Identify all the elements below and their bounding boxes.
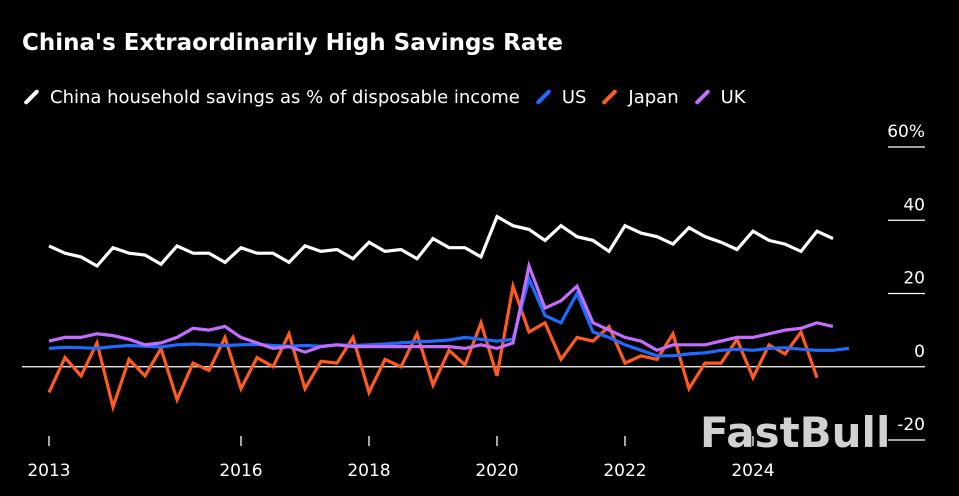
uk-series-line — [48, 260, 834, 354]
legend-label-uk: UK — [720, 86, 746, 108]
x-tick-label-2024: 2024 — [731, 461, 774, 481]
x-tick-label-2013: 2013 — [27, 461, 70, 481]
japan-series-line — [47, 279, 819, 413]
y-tick-label-0: 0 — [914, 342, 925, 362]
y-tick-label-20: 20 — [903, 269, 925, 289]
x-axis: 2013 2016 2018 2020 2022 2024 — [27, 436, 775, 481]
y-tick-label-40: 40 — [903, 195, 925, 215]
legend: China household savings as % of disposab… — [22, 84, 760, 110]
chart-title: China's Extraordinarily High Savings Rat… — [22, 30, 563, 56]
legend-item-china: China household savings as % of disposab… — [22, 87, 520, 108]
us-series-line — [48, 274, 850, 358]
x-tick-label-2016: 2016 — [219, 461, 262, 481]
legend-label-china: China household savings as % of disposab… — [50, 86, 520, 108]
legend-item-us: US — [534, 86, 587, 108]
legend-item-japan: Japan — [600, 86, 679, 108]
x-tick-label-2022: 2022 — [603, 461, 646, 481]
china-series-line — [48, 214, 834, 269]
x-tick-label-2020: 2020 — [475, 461, 518, 481]
legend-label-us: US — [561, 86, 587, 108]
y-tick-labels: 60% 40 20 0 -20 — [887, 122, 925, 435]
legend-label-japan: Japan — [628, 86, 679, 108]
x-tick-label-2018: 2018 — [347, 461, 390, 481]
legend-item-uk: UK — [693, 87, 746, 108]
grid-layer — [22, 146, 925, 441]
series-layer — [47, 214, 850, 413]
fastbull-watermark: FastBull — [700, 408, 891, 457]
y-tick-label--20: -20 — [897, 415, 925, 435]
y-tick-label-60: 60% — [887, 122, 925, 142]
